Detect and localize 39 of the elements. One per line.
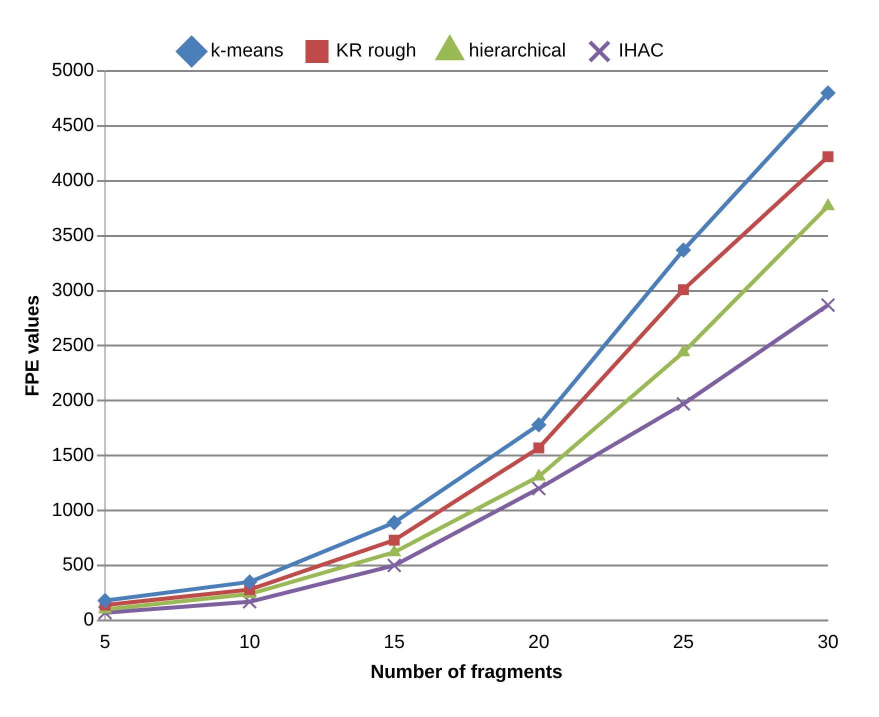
- legend-label: hierarchical: [468, 40, 566, 62]
- point: [98, 605, 112, 620]
- x-tick-label: 10: [239, 632, 260, 654]
- x-tick-label: 20: [528, 632, 550, 654]
- point: [242, 574, 258, 590]
- x-tick-label: 30: [817, 632, 839, 654]
- point: [822, 151, 834, 162]
- point: [676, 242, 691, 258]
- x-tick-label: 5: [100, 632, 110, 654]
- x-tick-label: 15: [384, 632, 405, 654]
- point: [388, 534, 400, 546]
- x-tick-label: 25: [672, 632, 694, 654]
- legend-label: KR rough: [336, 40, 416, 62]
- x-axis-title: Number of fragments: [370, 662, 563, 683]
- point: [676, 396, 691, 412]
- point: [98, 593, 113, 608]
- y-tick-label: 5000: [52, 60, 94, 82]
- point: [531, 417, 546, 432]
- y-tick-label: 2000: [52, 390, 94, 411]
- point: [820, 85, 836, 100]
- point: [531, 481, 546, 496]
- y-tick-label: 3000: [52, 280, 94, 301]
- point: [386, 515, 402, 530]
- point: [242, 594, 258, 610]
- y-tick-label: 500: [62, 554, 94, 576]
- y-tick-label: 1500: [52, 444, 94, 466]
- y-tick-label: 4500: [52, 115, 94, 136]
- y-tick-label: 1000: [52, 500, 94, 521]
- y-axis-title: FPE values: [22, 295, 44, 396]
- point: [386, 558, 402, 573]
- point: [678, 284, 689, 296]
- point: [820, 298, 836, 312]
- legend-label: IHAC: [618, 40, 664, 62]
- legend-label: k-means: [210, 40, 284, 62]
- y-tick-label: 3500: [52, 225, 94, 246]
- y-tick-label: 4000: [52, 170, 94, 192]
- point: [533, 442, 544, 454]
- y-tick-label: 2500: [52, 334, 94, 356]
- y-tick-label: 0: [83, 610, 94, 631]
